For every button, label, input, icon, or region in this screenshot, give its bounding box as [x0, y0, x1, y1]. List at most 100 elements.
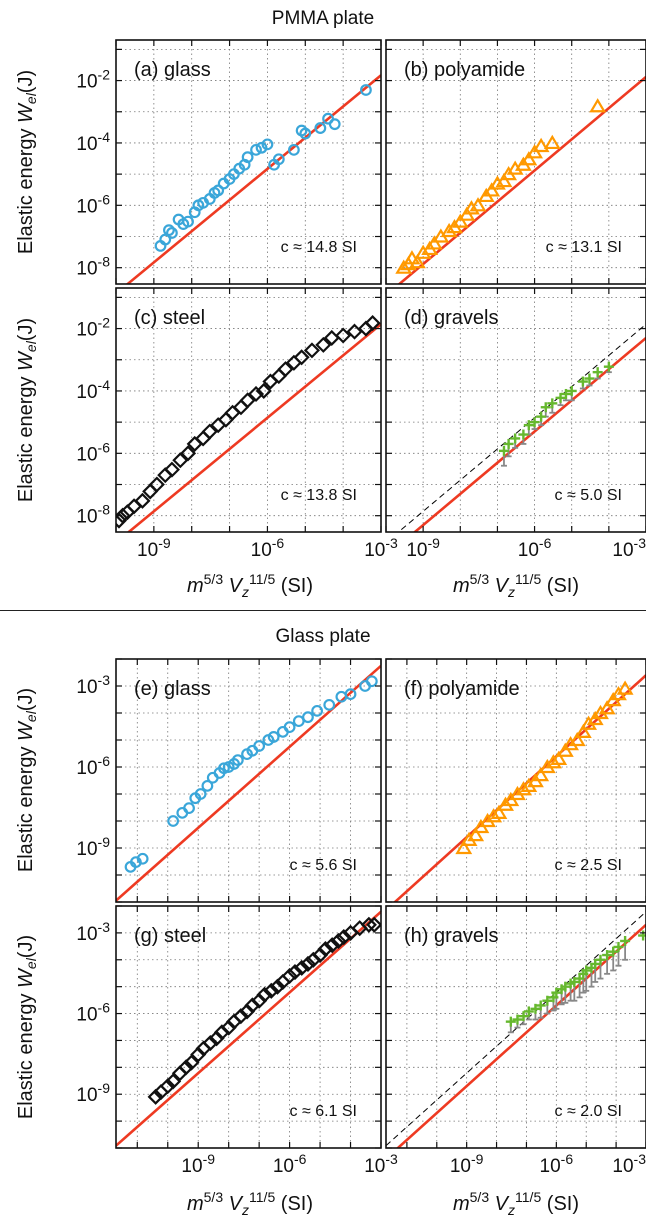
data-point-triangle	[463, 200, 480, 215]
y-tick-label: 10-9	[76, 834, 110, 860]
panel-label: (b) polyamide	[404, 59, 525, 81]
y-tick-label: 10-4	[76, 129, 110, 155]
data-point-diamond	[217, 411, 234, 428]
data-point-diamond	[232, 1008, 249, 1025]
data-point-triangle	[574, 723, 592, 738]
data-point-circle	[218, 762, 230, 775]
data-point-diamond	[134, 492, 151, 509]
data-point-diamond	[116, 507, 131, 524]
data-point-diamond	[366, 916, 381, 933]
chart-panel-6: (f) polyamide c ≈ 2.5 SI	[385, 658, 646, 903]
data-point-diamond	[165, 1073, 182, 1090]
data-point-diamond	[251, 992, 268, 1009]
data-point-diamond	[190, 1046, 207, 1063]
plot-area	[386, 911, 646, 1148]
data-point-diamond	[147, 1088, 164, 1105]
data-point-circle	[323, 698, 336, 711]
data-point-diamond	[277, 361, 294, 378]
data-point-diamond	[163, 461, 180, 478]
y-tick-label: 10-3	[76, 919, 110, 945]
fit-annotation: c ≈ 14.8 SI	[281, 239, 357, 256]
data-point-triangle	[485, 808, 503, 823]
data-point-circle	[360, 84, 372, 96]
x-tick-label: 10-6	[540, 1151, 574, 1177]
data-point-diamond	[364, 315, 381, 332]
panel-label: (h) gravels	[404, 925, 498, 947]
y-tick-label: 10-6	[76, 753, 110, 779]
data-point-diamond	[335, 928, 352, 946]
data-point-circle	[311, 704, 324, 717]
data-point-diamond	[293, 959, 310, 976]
chart-panel-8: 10-9 10-6 10-3 (h) gravels c ≈ 2.0 SI	[385, 905, 646, 1177]
data-point-diamond	[312, 946, 329, 964]
chart-panel-5: 10-9 10-6 10-3 (e) glass c ≈ 5.6 SI	[76, 658, 382, 903]
data-point-circle	[194, 788, 207, 800]
y-tick-label: 10-6	[76, 191, 110, 217]
data-point-diamond	[116, 512, 128, 529]
plot-area	[393, 674, 646, 902]
panel-frame	[385, 39, 646, 285]
x-tick-label: 10-9	[137, 535, 171, 561]
data-point-diamond	[255, 382, 272, 400]
plot-area	[125, 74, 381, 284]
fit-line	[116, 664, 381, 902]
panel-frame	[115, 905, 382, 1149]
data-point-triangle	[408, 254, 426, 269]
data-point-triangle	[532, 766, 550, 782]
data-point-triangle	[532, 137, 550, 153]
data-point-diamond	[238, 1003, 256, 1020]
x-tick-label: 10-9	[450, 1151, 484, 1177]
data-point-diamond	[148, 476, 165, 493]
fit-annotation: c ≈ 2.5 SI	[555, 857, 622, 874]
data-point-circle	[261, 138, 274, 151]
data-point-diamond	[263, 982, 280, 999]
data-point-diamond	[239, 392, 256, 409]
data-point-circle	[166, 227, 178, 239]
y-tick-label: 10-3	[76, 672, 110, 698]
fit-annotation: c ≈ 13.1 SI	[546, 239, 622, 256]
data-point-diamond	[270, 368, 287, 385]
fit-line	[395, 923, 646, 1148]
panel-frame	[385, 287, 646, 533]
data-point-triangle	[568, 731, 586, 747]
fit-line	[126, 323, 381, 532]
section-divider	[0, 610, 646, 611]
data-point-diamond	[256, 986, 273, 1003]
data-point-circle	[328, 118, 341, 131]
panel-label: (e) glass	[134, 678, 211, 700]
data-point-diamond	[330, 932, 347, 950]
data-point-diamond	[335, 327, 352, 344]
fit-annotation: c ≈ 5.6 SI	[290, 857, 357, 874]
fit-line	[125, 74, 381, 284]
data-point-circle	[241, 151, 254, 164]
panel-frame	[385, 658, 646, 903]
data-point-diamond	[303, 342, 321, 359]
panel-frame	[115, 39, 382, 285]
data-point-diamond	[269, 978, 286, 995]
data-point-diamond	[178, 1059, 195, 1076]
plot-area	[397, 323, 646, 532]
data-point-circle	[344, 688, 357, 701]
fit-line	[397, 75, 646, 284]
section-title-pmma: PMMA plate	[271, 8, 375, 29]
x-tick-label: 10-3	[364, 1151, 398, 1177]
data-point-diamond	[324, 937, 341, 954]
data-point-circle	[255, 141, 268, 154]
data-point-circle	[183, 802, 195, 815]
chart-panel-2: (b) polyamide c ≈ 13.1 SI	[385, 39, 646, 285]
data-point-diamond	[201, 423, 218, 440]
x-tick-label: 10-3	[612, 1151, 646, 1177]
y-tick-label: 10-8	[76, 254, 110, 280]
panel-label: (f) polyamide	[404, 678, 520, 700]
x-tick-label: 10-6	[518, 535, 552, 561]
data-point-diamond	[360, 916, 377, 933]
data-point-circle	[250, 143, 262, 156]
panel-label: (g) steel	[134, 925, 206, 947]
plot-area	[116, 315, 381, 532]
data-point-triangle	[414, 244, 432, 259]
panel-frame	[115, 287, 382, 533]
x-tick-label: 10-6	[251, 535, 285, 561]
y-tick-label: 10-9	[76, 1080, 110, 1106]
data-point-diamond	[317, 941, 334, 958]
